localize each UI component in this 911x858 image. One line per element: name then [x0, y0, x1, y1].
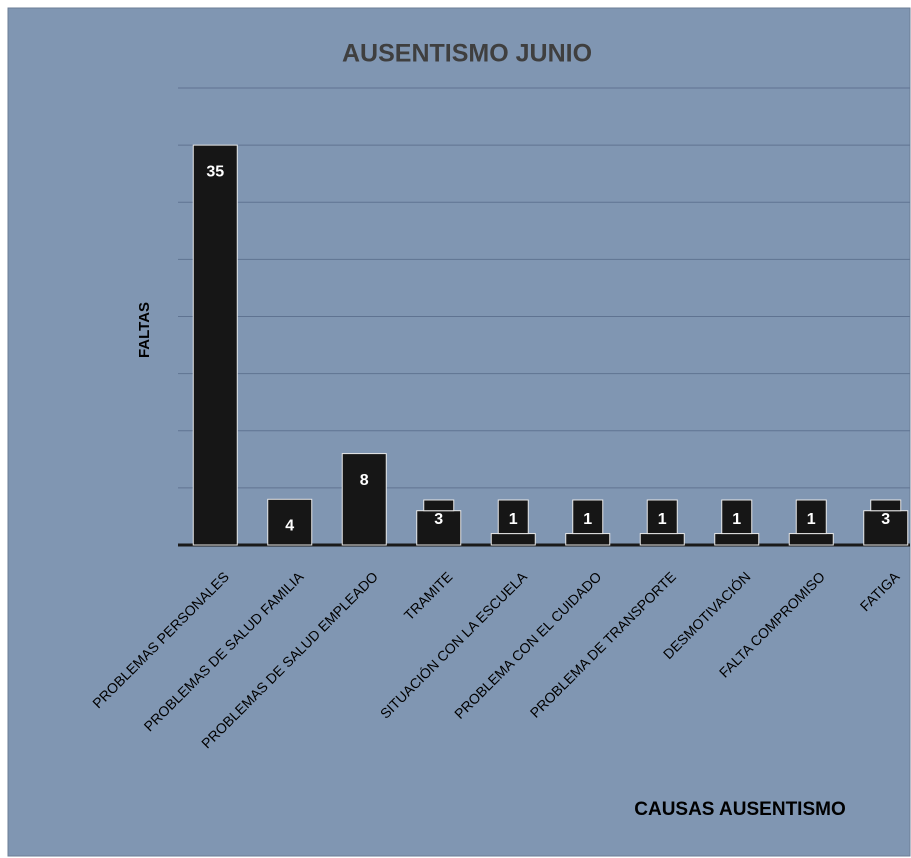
data-label-box — [721, 499, 753, 535]
data-label: 4 — [285, 518, 294, 535]
bar — [863, 510, 909, 546]
data-label: 1 — [807, 511, 816, 528]
bar — [192, 144, 238, 546]
data-label: 3 — [881, 511, 890, 528]
data-label-box — [646, 499, 678, 535]
data-label: 35 — [206, 163, 224, 180]
bar — [788, 533, 834, 546]
data-label-box — [497, 499, 529, 535]
data-label: 1 — [509, 511, 518, 528]
chart-title: AUSENTISMO JUNIO — [342, 40, 592, 68]
background — [7, 7, 911, 857]
data-label-box — [423, 499, 455, 512]
bar — [639, 533, 685, 546]
y-axis-label: FALTAS — [136, 302, 153, 358]
data-label-box — [870, 499, 902, 512]
data-label-box — [795, 499, 827, 535]
x-axis-label: CAUSAS AUSENTISMO — [634, 799, 845, 820]
bar — [714, 533, 760, 546]
data-label: 8 — [360, 472, 369, 489]
bar — [490, 533, 536, 546]
data-label: 1 — [658, 511, 667, 528]
bar — [341, 453, 387, 546]
data-label-box — [572, 499, 604, 535]
bar — [267, 498, 313, 546]
data-label: 1 — [583, 511, 592, 528]
data-label: 1 — [732, 511, 741, 528]
data-label: 3 — [434, 511, 443, 528]
bar — [565, 533, 611, 546]
